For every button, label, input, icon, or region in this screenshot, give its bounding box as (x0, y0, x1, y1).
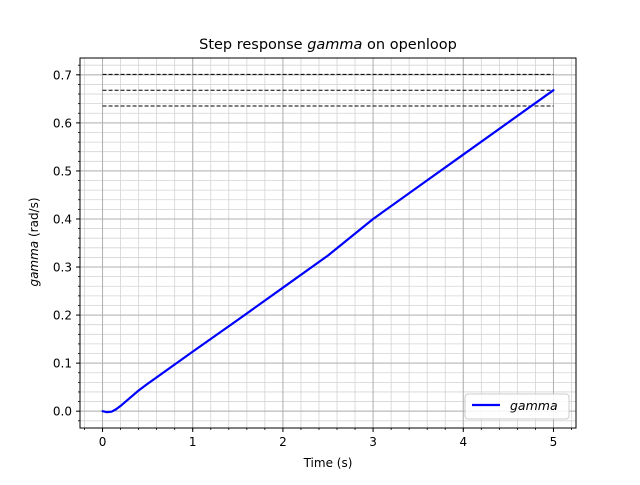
legend-box (464, 393, 570, 420)
legend-label-gamma: gamma (510, 398, 558, 413)
x-tick-label: 2 (279, 435, 287, 449)
legend: gamma (464, 393, 570, 420)
x-tick-label: 0 (99, 435, 107, 449)
x-tick-labels: 0 1 2 3 4 5 (99, 435, 558, 449)
ticks (76, 64, 572, 432)
series-lines (101, 89, 555, 414)
y-tick-label: 0.6 (53, 116, 72, 130)
chart-title: Step response gamma on openloop (199, 37, 457, 53)
x-tick-label: 5 (550, 435, 558, 449)
series-line-gamma (101, 89, 555, 414)
x-tick-label: 3 (369, 435, 377, 449)
x-axis-label: Time (s) (303, 456, 353, 470)
x-tick-label: 4 (459, 435, 467, 449)
y-tick-label: 0.0 (53, 405, 72, 419)
x-tick-label: 1 (189, 435, 197, 449)
y-tick-label: 0.7 (53, 68, 72, 82)
y-tick-label: 0.5 (53, 164, 72, 178)
y-tick-label: 0.3 (53, 261, 72, 275)
plot-frame (79, 57, 577, 429)
reference-lines (102, 73, 554, 107)
y-tick-label: 0.2 (53, 309, 72, 323)
y-tick-label: 0.1 (53, 357, 72, 371)
y-tick-label: 0.4 (53, 212, 72, 226)
y-axis-label: gamma (rad/s) (27, 197, 41, 286)
y-tick-labels: 0.0 0.1 0.2 0.3 0.4 0.5 0.6 0.7 (53, 68, 72, 418)
